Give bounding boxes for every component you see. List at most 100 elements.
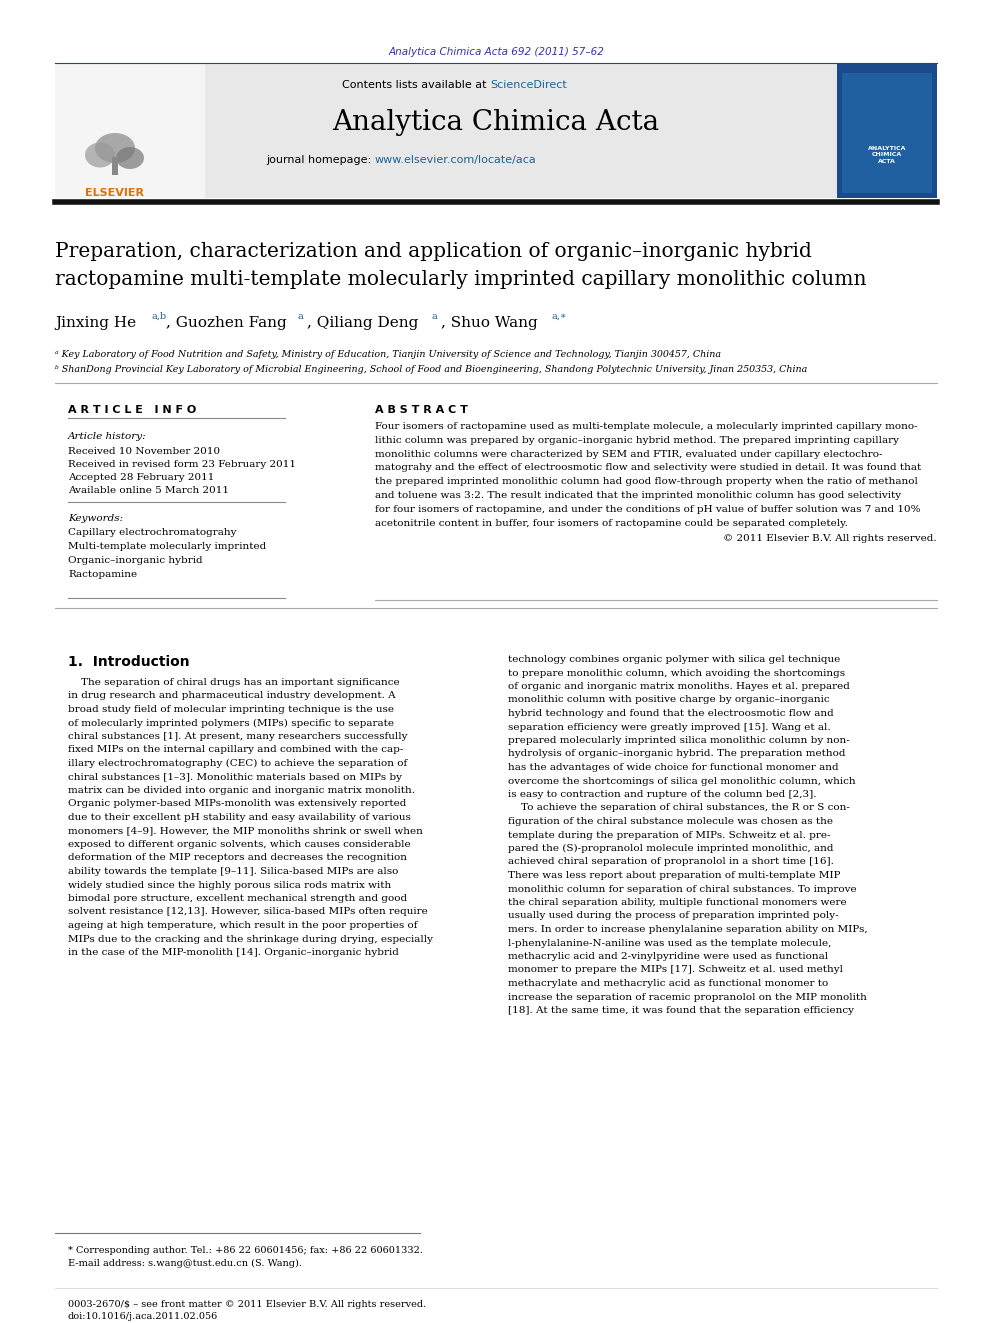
Text: monolithic columns were characterized by SEM and FTIR, evaluated under capillary: monolithic columns were characterized by…	[375, 450, 883, 459]
Text: acetonitrile content in buffer, four isomers of ractopamine could be separated c: acetonitrile content in buffer, four iso…	[375, 519, 848, 528]
Text: fixed MIPs on the internal capillary and combined with the cap-: fixed MIPs on the internal capillary and…	[68, 745, 404, 754]
Text: ractopamine multi-template molecularly imprinted capillary monolithic column: ractopamine multi-template molecularly i…	[55, 270, 866, 288]
Text: l-phenylalanine-N-aniline was used as the template molecule,: l-phenylalanine-N-aniline was used as th…	[508, 938, 831, 947]
Text: widely studied since the highly porous silica rods matrix with: widely studied since the highly porous s…	[68, 881, 391, 889]
Text: technology combines organic polymer with silica gel technique: technology combines organic polymer with…	[508, 655, 840, 664]
Text: lithic column was prepared by organic–inorganic hybrid method. The prepared impr: lithic column was prepared by organic–in…	[375, 435, 899, 445]
Text: Multi-template molecularly imprinted: Multi-template molecularly imprinted	[68, 542, 266, 550]
Text: Four isomers of ractopamine used as multi-template molecule, a molecularly impri: Four isomers of ractopamine used as mult…	[375, 422, 918, 431]
Text: E-mail address: s.wang@tust.edu.cn (S. Wang).: E-mail address: s.wang@tust.edu.cn (S. W…	[68, 1259, 302, 1269]
Text: the chiral separation ability, multiple functional monomers were: the chiral separation ability, multiple …	[508, 898, 846, 908]
Text: methacrylate and methacrylic acid as functional monomer to: methacrylate and methacrylic acid as fun…	[508, 979, 828, 988]
Text: Article history:: Article history:	[68, 433, 147, 441]
Text: matograhy and the effect of electroosmotic flow and selectivity were studied in : matograhy and the effect of electroosmot…	[375, 463, 922, 472]
Text: ANALYTICA
CHIMICA
ACTA: ANALYTICA CHIMICA ACTA	[868, 146, 907, 164]
Text: a: a	[298, 312, 304, 321]
Text: A B S T R A C T: A B S T R A C T	[375, 405, 468, 415]
Text: Capillary electrochromatograhy: Capillary electrochromatograhy	[68, 528, 236, 537]
Ellipse shape	[116, 147, 144, 169]
Text: Received in revised form 23 February 2011: Received in revised form 23 February 201…	[68, 460, 296, 468]
Text: ageing at high temperature, which result in the poor properties of: ageing at high temperature, which result…	[68, 921, 418, 930]
Text: bimodal pore structure, excellent mechanical strength and good: bimodal pore structure, excellent mechan…	[68, 894, 407, 904]
Text: ability towards the template [9–11]. Silica-based MIPs are also: ability towards the template [9–11]. Sil…	[68, 867, 399, 876]
Text: prepared molecularly imprinted silica monolithic column by non-: prepared molecularly imprinted silica mo…	[508, 736, 850, 745]
Text: has the advantages of wide choice for functional monomer and: has the advantages of wide choice for fu…	[508, 763, 838, 773]
Text: Available online 5 March 2011: Available online 5 March 2011	[68, 486, 229, 495]
Text: the prepared imprinted monolithic column had good flow-through property when the: the prepared imprinted monolithic column…	[375, 478, 918, 486]
Text: to prepare monolithic column, which avoiding the shortcomings: to prepare monolithic column, which avoi…	[508, 668, 845, 677]
Text: Received 10 November 2010: Received 10 November 2010	[68, 447, 220, 456]
Text: Accepted 28 February 2011: Accepted 28 February 2011	[68, 474, 214, 482]
Text: Preparation, characterization and application of organic–inorganic hybrid: Preparation, characterization and applic…	[55, 242, 811, 261]
Text: The separation of chiral drugs has an important significance: The separation of chiral drugs has an im…	[68, 677, 400, 687]
Text: 0003-2670/$ – see front matter © 2011 Elsevier B.V. All rights reserved.: 0003-2670/$ – see front matter © 2011 El…	[68, 1301, 427, 1308]
Text: ELSEVIER: ELSEVIER	[85, 188, 145, 198]
Text: is easy to contraction and rupture of the column bed [2,3].: is easy to contraction and rupture of th…	[508, 790, 816, 799]
Text: Organic–inorganic hybrid: Organic–inorganic hybrid	[68, 556, 202, 565]
Text: 1.  Introduction: 1. Introduction	[68, 655, 189, 669]
Text: for four isomers of ractopamine, and under the conditions of pH value of buffer : for four isomers of ractopamine, and und…	[375, 505, 921, 513]
Text: separation efficiency were greatly improved [15]. Wang et al.: separation efficiency were greatly impro…	[508, 722, 830, 732]
Text: Contents lists available at: Contents lists available at	[342, 79, 490, 90]
Ellipse shape	[85, 143, 115, 168]
Text: due to their excellent pH stability and easy availability of various: due to their excellent pH stability and …	[68, 814, 411, 822]
Text: mers. In order to increase phenylalanine separation ability on MIPs,: mers. In order to increase phenylalanine…	[508, 925, 868, 934]
Text: ScienceDirect: ScienceDirect	[490, 79, 566, 90]
Text: template during the preparation of MIPs. Schweitz et al. pre-: template during the preparation of MIPs.…	[508, 831, 830, 840]
Text: , Shuo Wang: , Shuo Wang	[441, 316, 538, 329]
Bar	[837, 64, 937, 198]
Text: and toluene was 3:2. The result indicated that the imprinted monolithic column h: and toluene was 3:2. The result indicate…	[375, 491, 901, 500]
Text: methacrylic acid and 2-vinylpyridine were used as functional: methacrylic acid and 2-vinylpyridine wer…	[508, 953, 828, 960]
Text: * Corresponding author. Tel.: +86 22 60601456; fax: +86 22 60601332.: * Corresponding author. Tel.: +86 22 606…	[68, 1246, 423, 1256]
Text: ᵇ ShanDong Provincial Key Laboratory of Microbial Engineering, School of Food an: ᵇ ShanDong Provincial Key Laboratory of …	[55, 365, 807, 374]
Text: To achieve the separation of chiral substances, the R or S con-: To achieve the separation of chiral subs…	[508, 803, 850, 812]
Text: monolithic column for separation of chiral substances. To improve: monolithic column for separation of chir…	[508, 885, 857, 893]
Text: Analytica Chimica Acta: Analytica Chimica Acta	[332, 108, 660, 135]
Text: of molecularly imprinted polymers (MIPs) specific to separate: of molecularly imprinted polymers (MIPs)…	[68, 718, 394, 728]
Text: journal homepage:: journal homepage:	[267, 155, 375, 165]
Text: A R T I C L E   I N F O: A R T I C L E I N F O	[68, 405, 196, 415]
Text: achieved chiral separation of propranolol in a short time [16].: achieved chiral separation of propranolo…	[508, 857, 834, 867]
Text: There was less report about preparation of multi-template MIP: There was less report about preparation …	[508, 871, 840, 880]
Text: Organic polymer-based MIPs-monolith was extensively reported: Organic polymer-based MIPs-monolith was …	[68, 799, 407, 808]
Text: pared the (S)-propranolol molecule imprinted monolithic, and: pared the (S)-propranolol molecule impri…	[508, 844, 833, 853]
Text: a: a	[432, 312, 437, 321]
Text: monolithic column with positive charge by organic–inorganic: monolithic column with positive charge b…	[508, 696, 829, 705]
Text: solvent resistance [12,13]. However, silica-based MIPs often require: solvent resistance [12,13]. However, sil…	[68, 908, 428, 917]
Text: doi:10.1016/j.aca.2011.02.056: doi:10.1016/j.aca.2011.02.056	[68, 1312, 218, 1320]
Text: matrix can be divided into organic and inorganic matrix monolith.: matrix can be divided into organic and i…	[68, 786, 415, 795]
Text: Keywords:: Keywords:	[68, 515, 123, 523]
Text: , Guozhen Fang: , Guozhen Fang	[166, 316, 287, 329]
Text: ᵃ Key Laboratory of Food Nutrition and Safety, Ministry of Education, Tianjin Un: ᵃ Key Laboratory of Food Nutrition and S…	[55, 351, 721, 359]
Bar	[55, 64, 205, 198]
Text: Analytica Chimica Acta 692 (2011) 57–62: Analytica Chimica Acta 692 (2011) 57–62	[388, 48, 604, 57]
Text: monomer to prepare the MIPs [17]. Schweitz et al. used methyl: monomer to prepare the MIPs [17]. Schwei…	[508, 966, 843, 975]
Text: Jinxing He: Jinxing He	[55, 316, 136, 329]
Text: © 2011 Elsevier B.V. All rights reserved.: © 2011 Elsevier B.V. All rights reserved…	[723, 534, 937, 544]
Text: in the case of the MIP-monolith [14]. Organic–inorganic hybrid: in the case of the MIP-monolith [14]. Or…	[68, 949, 399, 957]
Text: MIPs due to the cracking and the shrinkage during drying, especially: MIPs due to the cracking and the shrinka…	[68, 934, 433, 943]
Bar	[112, 157, 118, 175]
Text: deformation of the MIP receptors and decreases the recognition: deformation of the MIP receptors and dec…	[68, 853, 407, 863]
Text: [18]. At the same time, it was found that the separation efficiency: [18]. At the same time, it was found tha…	[508, 1005, 854, 1015]
Text: hybrid technology and found that the electroosmotic flow and: hybrid technology and found that the ele…	[508, 709, 833, 718]
Text: hydrolysis of organic–inorganic hybrid. The preparation method: hydrolysis of organic–inorganic hybrid. …	[508, 750, 845, 758]
Text: illary electrochromatography (CEC) to achieve the separation of: illary electrochromatography (CEC) to ac…	[68, 759, 408, 769]
Text: figuration of the chiral substance molecule was chosen as the: figuration of the chiral substance molec…	[508, 818, 833, 826]
Text: a,∗: a,∗	[551, 312, 566, 321]
Bar	[205, 64, 837, 198]
Text: Ractopamine: Ractopamine	[68, 570, 137, 579]
Text: exposed to different organic solvents, which causes considerable: exposed to different organic solvents, w…	[68, 840, 411, 849]
Text: www.elsevier.com/locate/aca: www.elsevier.com/locate/aca	[375, 155, 537, 165]
Bar	[842, 73, 932, 193]
Ellipse shape	[95, 134, 135, 163]
Text: overcome the shortcomings of silica gel monolithic column, which: overcome the shortcomings of silica gel …	[508, 777, 856, 786]
Text: a,b: a,b	[152, 312, 167, 321]
Text: chiral substances [1–3]. Monolithic materials based on MIPs by: chiral substances [1–3]. Monolithic mate…	[68, 773, 402, 782]
Text: , Qiliang Deng: , Qiliang Deng	[307, 316, 419, 329]
Text: in drug research and pharmaceutical industry development. A: in drug research and pharmaceutical indu…	[68, 692, 396, 700]
Text: increase the separation of racemic propranolol on the MIP monolith: increase the separation of racemic propr…	[508, 992, 867, 1002]
Text: monomers [4–9]. However, the MIP monoliths shrink or swell when: monomers [4–9]. However, the MIP monolit…	[68, 827, 423, 836]
Text: of organic and inorganic matrix monoliths. Hayes et al. prepared: of organic and inorganic matrix monolith…	[508, 681, 850, 691]
Text: usually used during the process of preparation imprinted poly-: usually used during the process of prepa…	[508, 912, 838, 921]
